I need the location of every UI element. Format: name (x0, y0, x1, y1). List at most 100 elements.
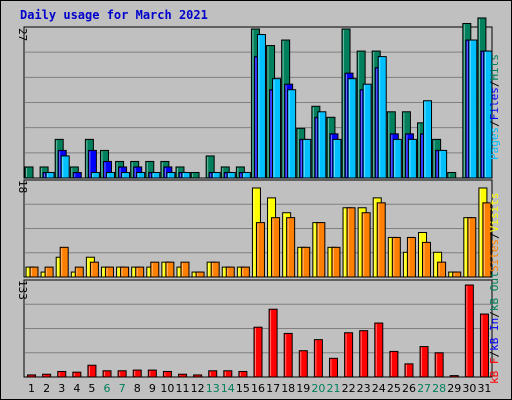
kbf-bar-day-5 (87, 364, 97, 378)
pages-bar-day-7 (121, 171, 131, 179)
sites-bar-day-30 (467, 217, 477, 278)
pages-bar-day-8 (136, 171, 146, 179)
top-legend: Pages/Files/Hits (488, 54, 501, 160)
sites-bar-day-7 (120, 266, 130, 278)
pages-bar-day-21 (332, 138, 342, 179)
sites-bar-day-2 (44, 266, 54, 278)
pages-bar-day-17 (272, 78, 282, 179)
x-tick-label: 6 (104, 382, 111, 395)
kbf-bar-day-21 (328, 357, 338, 378)
legend-entry: kB In (488, 318, 501, 351)
sites-bar-day-25 (391, 236, 401, 278)
legend-entry: / (488, 232, 501, 239)
sites-bar-day-8 (135, 266, 145, 278)
sites-bar-day-23 (361, 212, 371, 278)
x-tick-label: 10 (160, 382, 174, 395)
sites-bar-day-4 (74, 266, 84, 278)
legend-entry: Pages (488, 127, 501, 160)
sites-bar-day-24 (376, 202, 386, 278)
x-tick-label: 22 (342, 382, 356, 395)
kbf-bar-day-10 (162, 370, 172, 378)
x-tick-label: 9 (149, 382, 156, 395)
pages-bar-day-14 (226, 171, 236, 179)
sites-bar-day-9 (150, 261, 160, 278)
sites-bar-day-13 (210, 261, 220, 278)
sites-bar-day-21 (331, 246, 341, 278)
mid-ymax-label: 18 (16, 180, 29, 193)
pages-bar-day-6 (105, 171, 115, 179)
x-tick-label: 12 (191, 382, 205, 395)
sites-bar-day-27 (422, 241, 432, 278)
sites-bar-day-12 (195, 271, 205, 278)
kbf-bar-day-3 (57, 370, 67, 378)
pages-bar-day-28 (438, 149, 448, 179)
chart-title: Daily usage for March 2021 (20, 8, 208, 22)
pages-bar-day-24 (377, 56, 387, 179)
pages-bar-day-16 (256, 34, 266, 179)
pages-bar-day-26 (407, 138, 417, 179)
x-tick-label: 4 (73, 382, 80, 395)
legend-entry: kB F (488, 358, 501, 385)
sites-bar-day-26 (406, 236, 416, 278)
pages-bar-day-15 (241, 171, 251, 179)
kbf-bar-day-12 (193, 374, 203, 378)
kbf-bar-day-30 (464, 284, 474, 378)
sites-bar-day-31 (482, 202, 492, 278)
files-bar-day-4 (72, 171, 82, 179)
sites-bar-day-19 (301, 246, 311, 278)
x-tick-label: 15 (236, 382, 250, 395)
kbf-bar-day-24 (374, 322, 384, 378)
x-tick-label: 16 (251, 382, 265, 395)
kbf-bar-day-29 (449, 375, 459, 378)
x-tick-label: 8 (134, 382, 141, 395)
sites-bar-day-28 (437, 261, 447, 278)
x-tick-label: 25 (387, 382, 401, 395)
sites-bar-day-14 (225, 266, 235, 278)
pages-bar-day-27 (423, 100, 433, 179)
kbf-bar-day-9 (147, 369, 157, 378)
pages-bar-day-3 (60, 155, 70, 179)
x-tick-label: 24 (372, 382, 386, 395)
kbf-bar-day-2 (42, 373, 52, 378)
sites-bar-day-17 (271, 217, 281, 278)
sites-bar-day-3 (59, 246, 69, 278)
sites-bar-day-22 (346, 207, 356, 278)
x-tick-label: 29 (447, 382, 461, 395)
kbf-bar-day-4 (72, 371, 82, 378)
x-tick-label: 14 (221, 382, 235, 395)
x-tick-label: 30 (462, 382, 476, 395)
pages-bar-day-20 (317, 111, 327, 179)
legend-entry: Visits (488, 193, 501, 233)
hits-bar-day-12 (190, 171, 200, 179)
x-tick-label: 13 (206, 382, 220, 395)
x-tick-label: 5 (88, 382, 95, 395)
sites-bar-day-15 (240, 266, 250, 278)
pages-bar-day-5 (90, 171, 100, 179)
kbf-bar-day-26 (404, 363, 414, 378)
x-tick-label: 18 (281, 382, 295, 395)
kbf-bar-day-8 (132, 369, 142, 378)
panel-kb (23, 279, 493, 378)
pages-bar-day-23 (362, 83, 372, 179)
bot-ymax-label: 133 (16, 280, 29, 300)
x-tick-label: 3 (58, 382, 65, 395)
kbf-bar-day-25 (389, 350, 399, 378)
legend-entry: Hits (488, 54, 501, 81)
kbf-bar-day-16 (253, 326, 263, 378)
pages-bar-day-9 (151, 171, 161, 179)
legend-entry: Files (488, 87, 501, 120)
kbf-bar-day-31 (479, 313, 489, 378)
top-ymax-label: 27 (16, 28, 29, 41)
sites-bar-day-29 (452, 271, 462, 278)
sites-bar-day-16 (255, 222, 265, 278)
sites-bar-day-20 (316, 222, 326, 278)
sites-bar-day-6 (104, 266, 114, 278)
pages-bar-day-25 (392, 138, 402, 179)
kbf-bar-day-23 (359, 330, 369, 378)
kbf-bar-day-27 (419, 346, 429, 378)
x-tick-label: 31 (477, 382, 491, 395)
kbf-bar-day-18 (283, 332, 293, 378)
kbf-bar-day-17 (268, 308, 278, 378)
pages-bar-day-18 (287, 89, 297, 179)
sites-bar-day-1 (29, 266, 39, 278)
